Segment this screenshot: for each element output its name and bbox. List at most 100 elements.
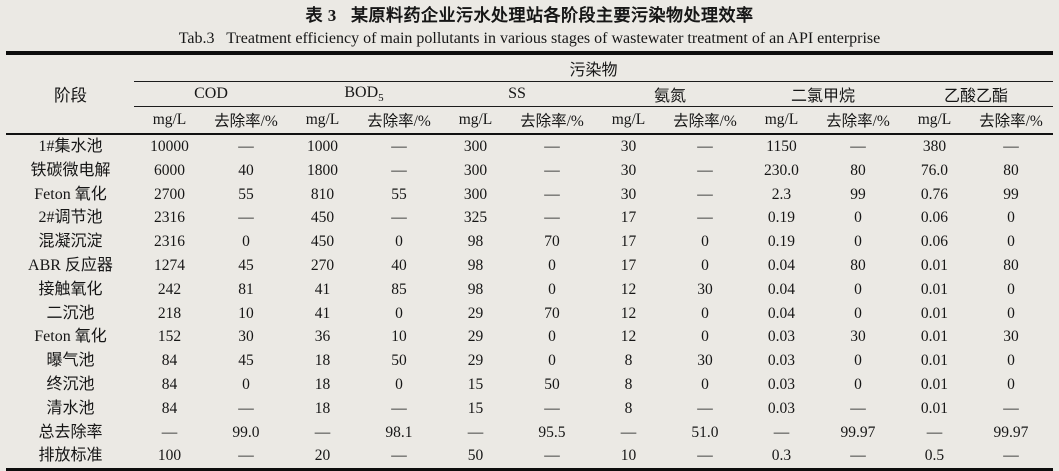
value-cell: 0.01 bbox=[920, 280, 949, 298]
value-cell: — bbox=[391, 399, 407, 417]
unit-header-removal-rate: 去除率/% bbox=[816, 106, 900, 135]
header-row-units: mg/L 去除率/% mg/L 去除率/% mg/L 去除率/% mg/L 去除率/% mg/L… bbox=[6, 106, 1053, 135]
table-row: 曝气池 84 45 18 50 29 0 8 30 0.03 0 0.01 0 bbox=[6, 349, 1052, 373]
value-cell: 0.01 bbox=[920, 304, 949, 322]
value-cell: — bbox=[391, 161, 407, 179]
value-cell: 85 bbox=[391, 280, 407, 298]
value-cell: 380 bbox=[922, 138, 947, 155]
value-cell: — bbox=[544, 209, 560, 227]
value-cell: 41 bbox=[314, 280, 331, 298]
value-cell: — bbox=[926, 423, 943, 441]
value-cell: 40 bbox=[391, 256, 407, 274]
value-cell: 0.19 bbox=[767, 233, 796, 251]
unit-header-removal-rate: 去除率/% bbox=[969, 106, 1053, 135]
stage-cell: 铁碳微电解 bbox=[30, 161, 111, 179]
value-cell: 0.06 bbox=[920, 233, 949, 251]
value-cell: — bbox=[314, 423, 331, 441]
value-cell: 51.0 bbox=[691, 423, 719, 441]
value-cell: 30 bbox=[620, 138, 637, 155]
value-cell: 99 bbox=[850, 185, 866, 203]
table-row: ABR 反应器 1274 45 270 40 98 0 17 0 0.04 80 0.01 80 bbox=[6, 254, 1052, 278]
value-cell: 30 bbox=[697, 280, 713, 298]
value-cell: 0 bbox=[548, 256, 556, 274]
table-row: Feton 氧化 2700 55 810 55 300 — 30 — 2.3 99 0.76 99 bbox=[6, 183, 1052, 207]
value-cell: 30 bbox=[1003, 328, 1019, 346]
value-cell: 0 bbox=[395, 375, 403, 393]
value-cell: 55 bbox=[238, 185, 254, 203]
value-cell: 810 bbox=[310, 185, 335, 203]
value-cell: — bbox=[544, 185, 560, 203]
stage-cell: 接触氧化 bbox=[38, 280, 103, 298]
value-cell: 29 bbox=[467, 328, 484, 346]
unit-header-mg-l: mg/L bbox=[134, 106, 205, 135]
value-cell: 29 bbox=[467, 304, 484, 322]
table-row: 清水池 84 — 18 — 15 — 8 — 0.03 — 0.01 — bbox=[6, 397, 1052, 421]
value-cell: 100 bbox=[157, 447, 182, 465]
value-cell: 1150 bbox=[766, 138, 797, 155]
value-cell: — bbox=[238, 447, 254, 465]
value-cell: 300 bbox=[463, 185, 488, 203]
value-cell: 15 bbox=[467, 399, 484, 417]
value-cell: 218 bbox=[157, 304, 182, 322]
value-cell: 0.01 bbox=[920, 399, 949, 417]
value-cell: 36 bbox=[314, 328, 331, 346]
value-cell: — bbox=[697, 161, 713, 179]
value-cell: 70 bbox=[544, 233, 560, 251]
value-cell: 99.0 bbox=[232, 423, 260, 441]
stage-cell: 排放标准 bbox=[38, 447, 103, 465]
value-cell: — bbox=[1003, 399, 1019, 417]
table-row: Feton 氧化 152 30 36 10 29 0 12 0 0.03 30 0.01 30 bbox=[6, 325, 1052, 349]
unit-header-mg-l: mg/L bbox=[440, 106, 511, 135]
value-cell: 10 bbox=[238, 304, 254, 322]
value-cell: 0 bbox=[1007, 280, 1015, 298]
value-cell: 325 bbox=[463, 209, 488, 227]
pollutant-group-header-cod: COD bbox=[134, 81, 288, 107]
value-cell: 17 bbox=[620, 233, 637, 251]
value-cell: — bbox=[697, 209, 713, 227]
value-cell: 12 bbox=[620, 304, 637, 322]
value-cell: 0 bbox=[854, 233, 862, 251]
pollutant-group-header-ethyl-acetate: 乙酸乙酯 bbox=[899, 81, 1053, 107]
value-cell: — bbox=[697, 399, 713, 417]
table-row: 1#集水池 10000 — 1000 — 300 — 30 — 1150 — 380 — bbox=[6, 134, 1052, 159]
value-cell: 0 bbox=[548, 280, 556, 298]
value-cell: 30 bbox=[620, 185, 637, 203]
value-cell: 50 bbox=[544, 375, 560, 393]
value-cell: 2.3 bbox=[771, 185, 792, 203]
value-cell: 0.01 bbox=[920, 375, 949, 393]
value-cell: — bbox=[697, 138, 713, 155]
value-cell: 18 bbox=[314, 399, 331, 417]
value-cell: 0.19 bbox=[767, 209, 796, 227]
value-cell: 50 bbox=[391, 352, 407, 370]
pollutant-group-header-ammonia-nitrogen: 氨氮 bbox=[593, 81, 747, 107]
header-row-pollutant: 阶段 污染物 bbox=[6, 53, 1053, 135]
value-cell: 40 bbox=[238, 161, 254, 179]
value-cell: 55 bbox=[391, 185, 407, 203]
stage-cell: ABR 反应器 bbox=[28, 256, 113, 274]
value-cell: 0 bbox=[854, 304, 862, 322]
value-cell: 270 bbox=[310, 256, 335, 274]
value-cell: 0 bbox=[701, 375, 709, 393]
unit-header-removal-rate: 去除率/% bbox=[357, 106, 441, 135]
value-cell: — bbox=[391, 447, 407, 465]
value-cell: 0 bbox=[395, 304, 403, 322]
value-cell: — bbox=[467, 423, 484, 441]
unit-header-mg-l: mg/L bbox=[746, 106, 817, 135]
stage-cell: 混凝沉淀 bbox=[38, 233, 103, 251]
value-cell: 70 bbox=[544, 304, 560, 322]
stage-cell: 二沉池 bbox=[46, 304, 95, 322]
value-cell: — bbox=[850, 399, 866, 417]
value-cell: 230.0 bbox=[764, 161, 799, 179]
value-cell: 98 bbox=[467, 233, 484, 251]
value-cell: — bbox=[1003, 138, 1019, 155]
value-cell: 242 bbox=[157, 280, 182, 298]
value-cell: 76.0 bbox=[920, 161, 949, 179]
pollutant-span-header: 污染物 bbox=[134, 53, 1053, 82]
value-cell: — bbox=[161, 423, 178, 441]
table-row: 二沉池 218 10 41 0 29 70 12 0 0.04 0 0.01 0 bbox=[6, 302, 1052, 326]
value-cell: 0 bbox=[701, 233, 709, 251]
value-cell: 0 bbox=[395, 233, 403, 251]
value-cell: 8 bbox=[624, 352, 633, 370]
value-cell: 81 bbox=[238, 280, 254, 298]
value-cell: 99.97 bbox=[993, 423, 1029, 441]
